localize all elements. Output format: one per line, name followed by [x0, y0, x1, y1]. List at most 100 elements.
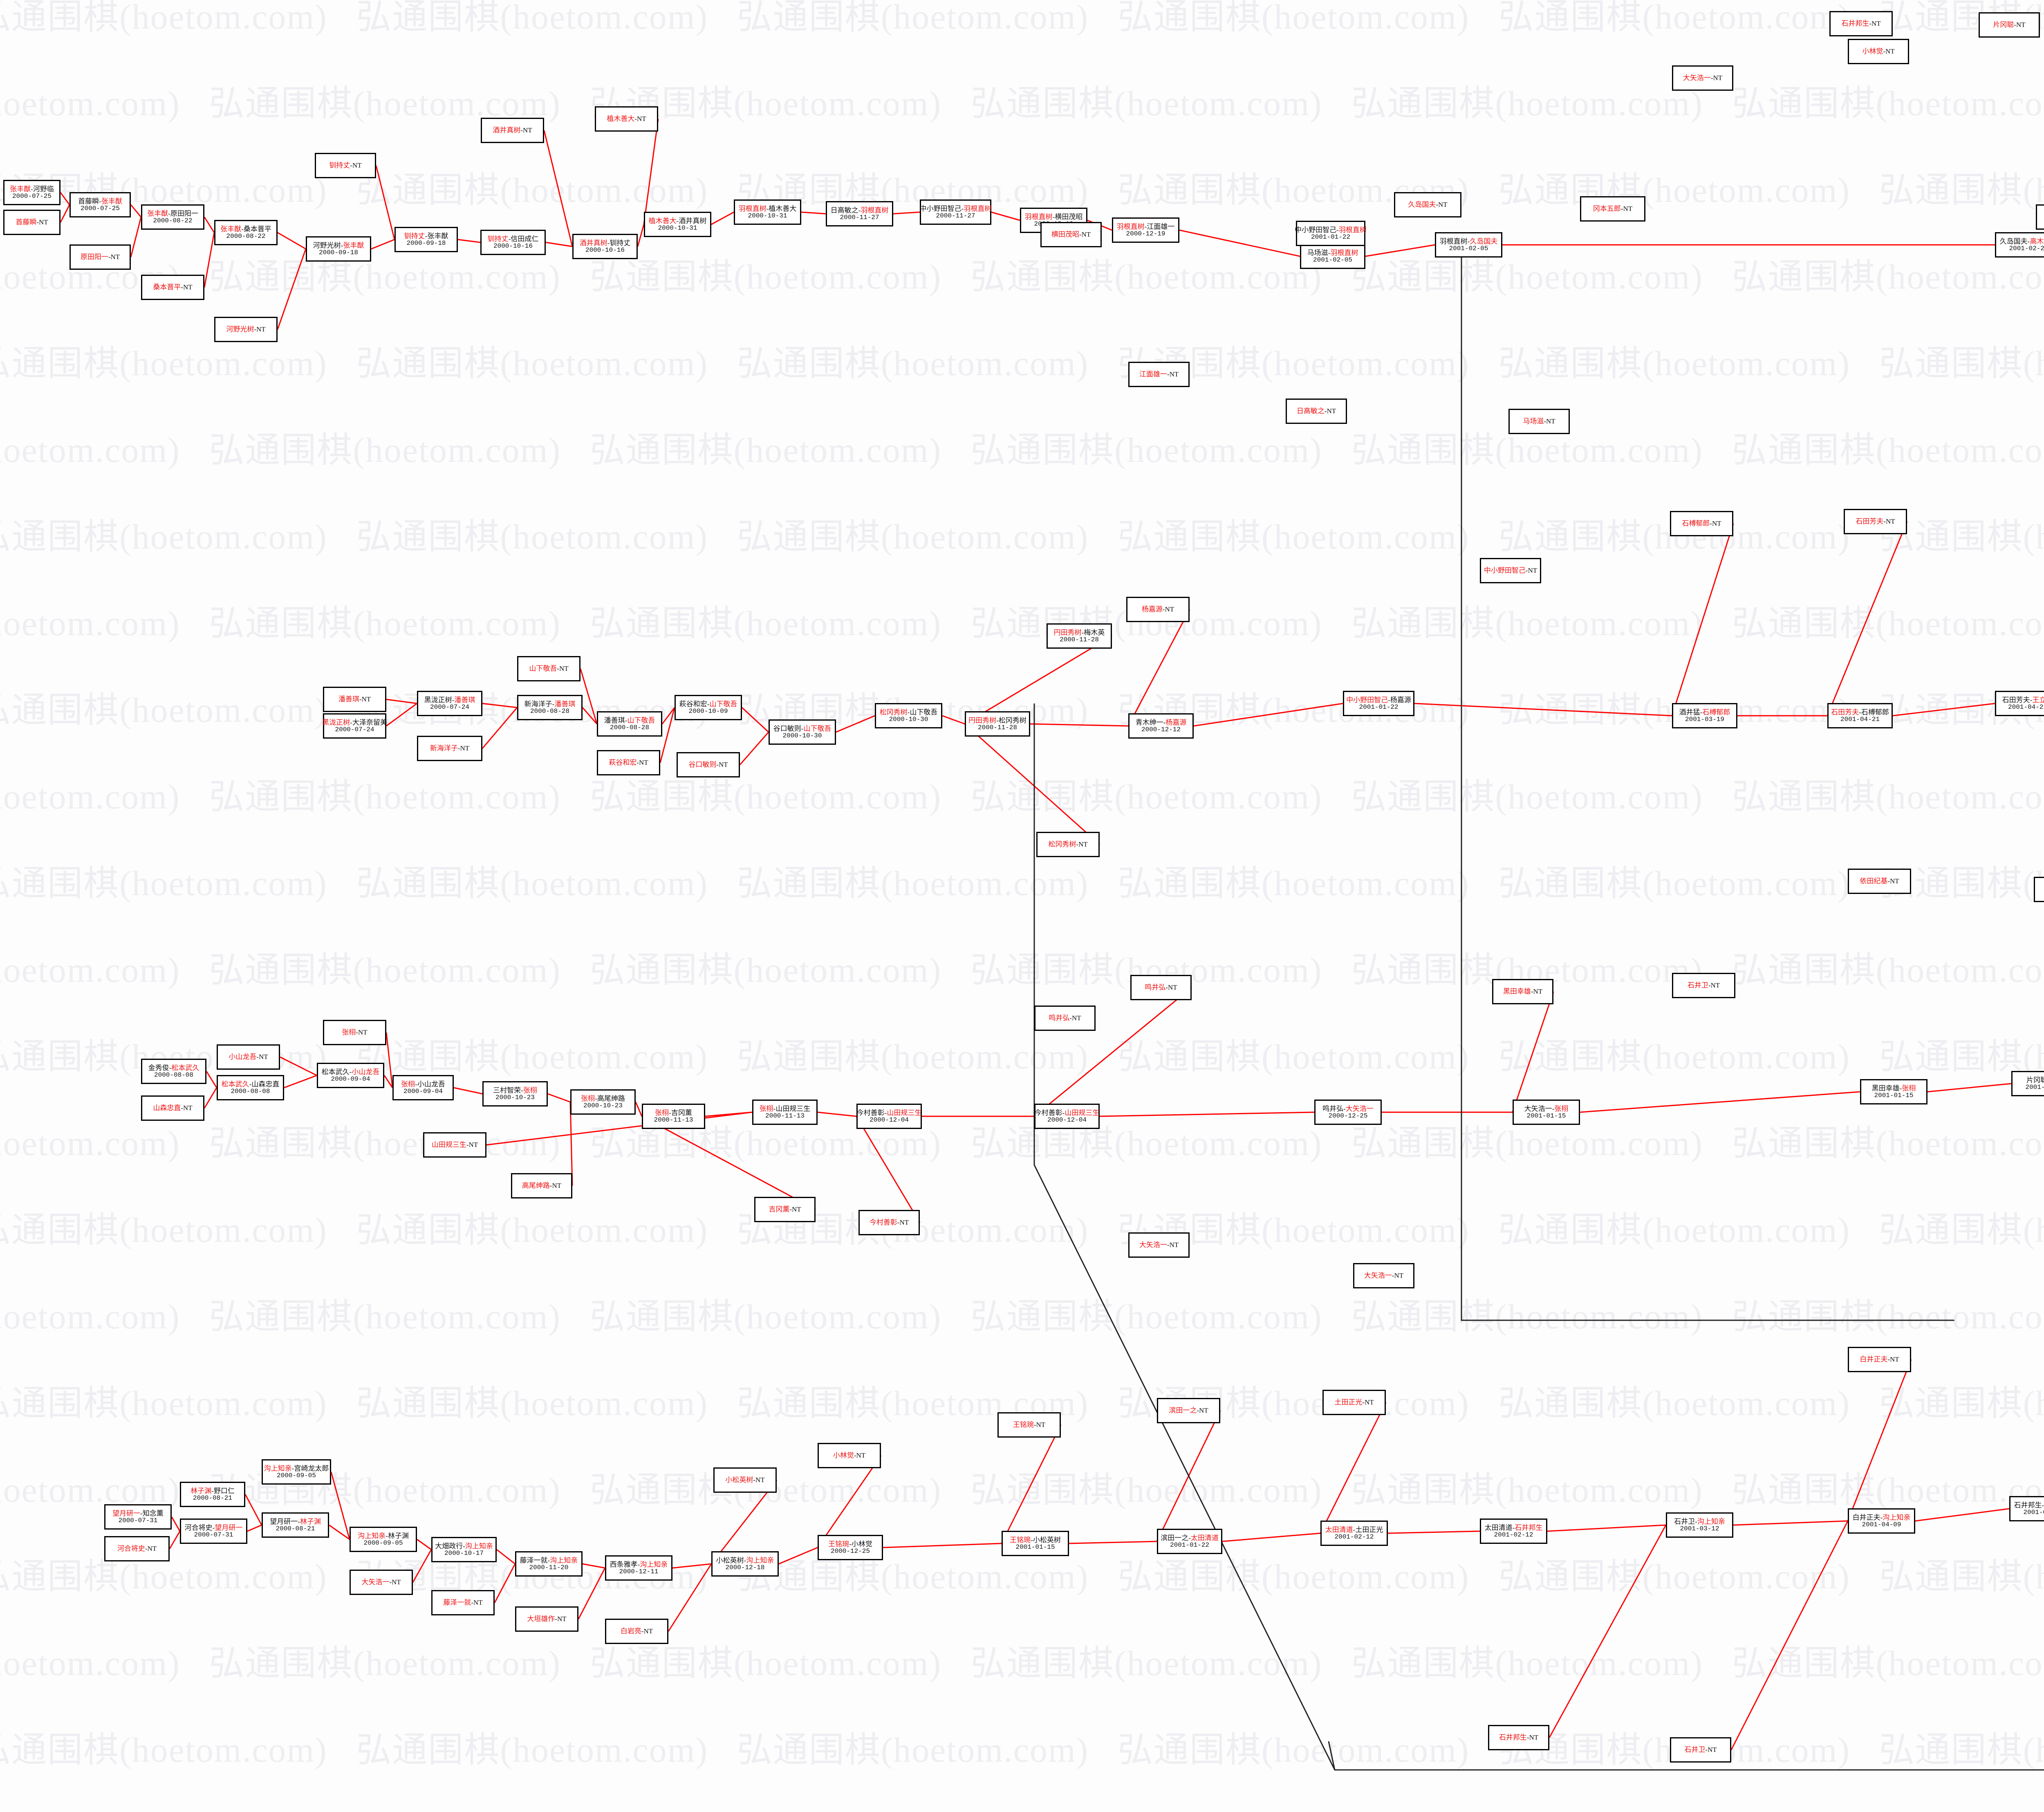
match-box[interactable]: 石井卫-沟上知亲 2001-03-12	[1666, 1512, 1733, 1538]
match-box[interactable]: 金秀俊-松本武久 2000-08-08	[141, 1059, 206, 1084]
match-box[interactable]: 张丰猷-桑本晋平 2000-08-22	[214, 220, 278, 245]
match-box[interactable]: 大矢浩一-NT	[1128, 1232, 1190, 1258]
match-box[interactable]: 依田纪基-NT	[1848, 869, 1911, 894]
match-box[interactable]: 酒井猛-石榑郁郎 2001-03-19	[1672, 703, 1737, 728]
match-box[interactable]: 小林觉-NT	[1848, 39, 1909, 64]
match-box[interactable]: 桑本晋平-NT	[141, 275, 204, 300]
match-box[interactable]: 张丰猷-河野临 2000-07-25	[3, 180, 61, 205]
match-box[interactable]: 小林觉-NT	[818, 1443, 881, 1468]
match-box[interactable]: 首藤瞬-NT	[3, 210, 61, 235]
match-box[interactable]: 冈本五郎-NT	[1580, 196, 1645, 222]
match-box[interactable]: 张栩-小山龙吾 2000-09-04	[392, 1075, 454, 1100]
match-box[interactable]: 滨田一之-NT	[1157, 1398, 1220, 1423]
match-box[interactable]: 小松英树-NT	[713, 1467, 777, 1493]
match-box[interactable]: 中小野田智己-杨嘉源 2001-01-22	[1343, 691, 1414, 716]
match-box[interactable]: 大畑政行-沟上知亲 2000-10-17	[431, 1537, 497, 1562]
match-box[interactable]: 太田清道-石井邦生 2001-02-12	[1480, 1519, 1547, 1544]
match-box[interactable]: 中小野田智己-羽根直树 2000-11-27	[920, 199, 991, 225]
match-box[interactable]: 太田清道-土田正光 2001-02-12	[1320, 1521, 1388, 1546]
match-box[interactable]: 大矢浩一-NT	[1353, 1263, 1414, 1288]
match-box[interactable]: 山森忠直-NT	[141, 1095, 204, 1121]
match-box[interactable]: 林子渊-野口仁 2000-08-21	[180, 1482, 245, 1507]
match-box[interactable]: 土田正光-NT	[1322, 1390, 1386, 1415]
match-box[interactable]: 石田芳夫-王立诚2001-04-21	[1995, 691, 2044, 716]
match-box[interactable]: 鸣井弘-NT	[1130, 975, 1192, 1000]
match-box[interactable]: 钏持丈-信田成仁 2000-10-16	[480, 230, 546, 255]
match-box[interactable]: 久岛国夫-NT	[1394, 192, 1461, 217]
match-box[interactable]: 望月研一-林子渊 2000-08-21	[262, 1512, 329, 1538]
match-box[interactable]: 今村善彰-山田规三生 2000-12-04	[856, 1104, 922, 1129]
match-box[interactable]: 羽根直树-江面雄一 2000-12-19	[1112, 217, 1179, 243]
match-box[interactable]: 工藤纪夫-NT	[2034, 877, 2044, 902]
match-box[interactable]: 片冈聪-NT	[1979, 12, 2040, 38]
match-box[interactable]: 大矢浩一-NT	[350, 1570, 413, 1595]
match-box[interactable]: 谷口敏则-山下敬吾 2000-10-30	[769, 719, 836, 745]
match-box[interactable]: 松冈秀树-NT	[1036, 832, 1100, 857]
match-box[interactable]: 马场滋-NT	[1508, 409, 1570, 434]
match-box[interactable]: 西条雅孝-沟上知亲 2000-12-11	[605, 1555, 672, 1581]
match-box[interactable]: 江面雄一-NT	[1128, 362, 1190, 387]
match-box[interactable]: 白井正夫-NT	[1848, 1347, 1911, 1372]
match-box[interactable]: 钏持丈-张丰猷 2000-09-18	[394, 227, 458, 252]
match-box[interactable]: 石田芳夫-NT	[1844, 509, 1907, 534]
match-box[interactable]: 新海洋子-NT	[417, 736, 482, 761]
match-box[interactable]: 山下敬吾-NT	[517, 656, 580, 681]
match-box[interactable]: 松冈秀树-山下敬吾 2000-10-30	[875, 703, 942, 728]
match-box[interactable]: 小松英树-沟上知亲 2000-12-18	[711, 1551, 779, 1577]
match-box[interactable]: 鸣井弘-大矢浩一 2000-12-25	[1314, 1100, 1382, 1125]
match-box[interactable]: 日高敏之-羽根直树 2000-11-27	[826, 201, 893, 226]
match-box[interactable]: 青木绅一-杨嘉源 2000-12-12	[1128, 713, 1194, 739]
match-box[interactable]: 三村智荣-张栩 2000-10-23	[482, 1081, 548, 1106]
match-box[interactable]: 横田茂昭-NT	[1040, 222, 1102, 247]
match-box[interactable]: 潘善琪-NT	[323, 687, 386, 712]
match-box[interactable]: 张丰猷-原田阳一 2000-08-22	[141, 204, 204, 230]
match-box[interactable]: 大矢浩一-NT	[1672, 65, 1733, 91]
match-box[interactable]: 张栩-NT	[323, 1020, 386, 1045]
match-box[interactable]: 张栩-高尾绅路 2000-10-23	[570, 1089, 636, 1115]
match-box[interactable]: 酒井真树-钏持丈 2000-10-16	[572, 234, 638, 259]
match-box[interactable]: 张栩-山田规三生 2000-11-13	[752, 1100, 818, 1125]
match-box[interactable]: 今村善彰-山田规三生 2000-12-04	[1034, 1104, 1100, 1129]
match-box[interactable]: 中小野田智己-羽根直树 2001-01-22	[1295, 221, 1367, 246]
match-box[interactable]: 王铭琬-小松英树 2001-01-15	[1002, 1531, 1069, 1556]
match-box[interactable]: 植木善大-酒井真树 2000-10-31	[644, 212, 711, 237]
match-box[interactable]: 石榑郁郎-NT	[1670, 511, 1733, 536]
match-box[interactable]: 山田规三生-NT	[423, 1132, 486, 1158]
match-box[interactable]: 钏持丈-NT	[315, 153, 376, 178]
match-box[interactable]: 高尾绅路-NT	[511, 1173, 572, 1198]
match-box[interactable]: 酒井真树-NT	[481, 118, 544, 143]
match-box[interactable]: 河野光树-NT	[214, 317, 278, 342]
match-box[interactable]: 白井正夫-沟上知亲 2001-04-09	[1848, 1508, 1915, 1534]
match-box[interactable]: 王铭琬-NT	[997, 1412, 1061, 1438]
match-box[interactable]: 白岩亮-NT	[605, 1619, 668, 1644]
match-box[interactable]: 黑田幸雄-张栩 2001-01-15	[1860, 1079, 1927, 1104]
match-box[interactable]: 张栩-吉冈薰 2000-11-13	[642, 1104, 705, 1129]
match-box[interactable]: 河合将史-望月研一 2000-07-31	[180, 1519, 247, 1544]
match-box[interactable]: 河合将史-NT	[104, 1536, 170, 1561]
match-box[interactable]: 滨田一之-太田清道 2001-01-22	[1157, 1529, 1222, 1554]
match-box[interactable]: 黑泷正树-潘善琪 2000-07-24	[417, 691, 482, 716]
match-box[interactable]: 藤泽一就-沟上知亲 2000-11-20	[515, 1551, 583, 1577]
match-box[interactable]: 石井邦生-NT	[1829, 11, 1893, 36]
match-box[interactable]: 沟上知亲-林子渊 2000-09-05	[350, 1527, 417, 1552]
match-box[interactable]: 石井卫-NT	[1670, 1737, 1731, 1763]
match-box[interactable]: 小山龙吾-NT	[217, 1044, 280, 1070]
match-box[interactable]: 円田秀树-松冈秀树 2000-11-28	[965, 711, 1030, 737]
match-box[interactable]: 马场滋-羽根直树 2001-02-05	[1300, 244, 1365, 269]
match-box[interactable]: 植木善大-NT	[595, 106, 658, 132]
match-box[interactable]: 中小野田智己-NT	[1480, 558, 1541, 583]
match-box[interactable]: 石井邦生-NT	[1488, 1725, 1549, 1750]
match-box[interactable]: 首藤瞬-张丰猷 2000-07-25	[69, 192, 131, 217]
match-box[interactable]: 黑泷正树-大泽奈留美 2000-07-24	[322, 713, 387, 739]
match-box[interactable]: 羽根直树-植木善大 2000-10-31	[734, 199, 801, 225]
match-box[interactable]: 萩谷和宏-山下敬吾 2000-10-09	[675, 695, 742, 720]
match-box[interactable]: 原田阳一-NT	[69, 244, 131, 270]
match-box[interactable]: 鸣井弘-NT	[1034, 1006, 1096, 1031]
match-box[interactable]: 王铭琬-小林觉 2000-12-25	[818, 1535, 883, 1560]
match-box[interactable]: 吉冈薰-NT	[754, 1197, 816, 1222]
match-box[interactable]: 望月研一-知念薰 2000-07-31	[104, 1504, 172, 1530]
match-box[interactable]: 石井卫-NT	[1672, 973, 1735, 998]
match-box[interactable]: 萩谷和宏-NT	[597, 750, 660, 775]
